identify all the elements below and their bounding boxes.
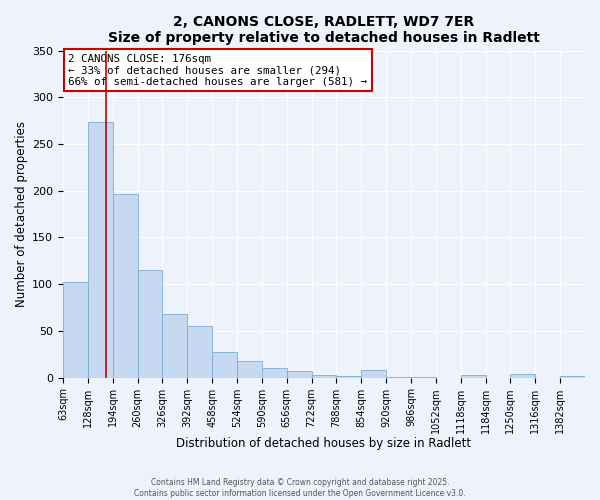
Bar bbox=[461, 375, 485, 378]
Bar bbox=[411, 376, 436, 378]
Bar bbox=[237, 361, 262, 378]
Bar bbox=[560, 376, 585, 378]
Bar bbox=[137, 270, 163, 378]
Bar bbox=[187, 326, 212, 378]
Bar bbox=[386, 376, 411, 378]
Bar bbox=[337, 376, 361, 378]
Title: 2, CANONS CLOSE, RADLETT, WD7 7ER
Size of property relative to detached houses i: 2, CANONS CLOSE, RADLETT, WD7 7ER Size o… bbox=[108, 15, 540, 45]
Bar bbox=[88, 122, 113, 378]
Text: 2 CANONS CLOSE: 176sqm
← 33% of detached houses are smaller (294)
66% of semi-de: 2 CANONS CLOSE: 176sqm ← 33% of detached… bbox=[68, 54, 367, 87]
Y-axis label: Number of detached properties: Number of detached properties bbox=[15, 121, 28, 307]
Bar bbox=[361, 370, 386, 378]
Bar bbox=[511, 374, 535, 378]
Bar bbox=[311, 375, 337, 378]
Bar bbox=[113, 194, 137, 378]
Bar bbox=[163, 314, 187, 378]
Text: Contains HM Land Registry data © Crown copyright and database right 2025.
Contai: Contains HM Land Registry data © Crown c… bbox=[134, 478, 466, 498]
Bar bbox=[212, 352, 237, 378]
Bar bbox=[262, 368, 287, 378]
Bar bbox=[287, 371, 311, 378]
Bar bbox=[63, 282, 88, 378]
X-axis label: Distribution of detached houses by size in Radlett: Distribution of detached houses by size … bbox=[176, 437, 472, 450]
